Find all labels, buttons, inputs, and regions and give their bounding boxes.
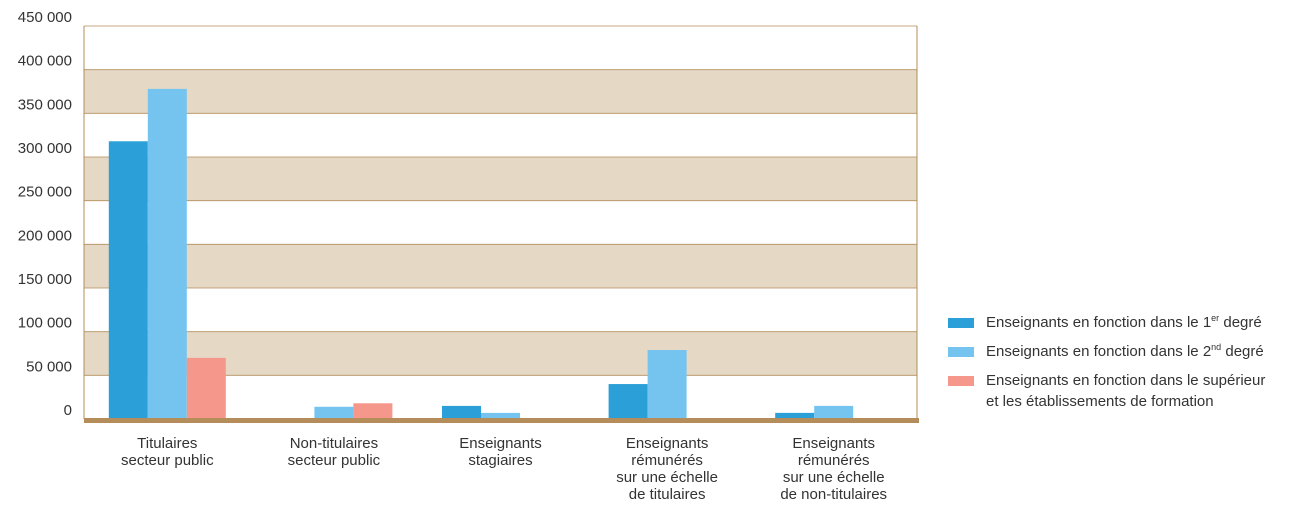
category-label: Titulaires secteur public bbox=[121, 435, 214, 469]
y-tick-label: 50 000 bbox=[26, 358, 72, 375]
legend-swatch-2nd-degre bbox=[948, 347, 974, 357]
category-label: Enseignants rémunérés sur une échelle de no… bbox=[780, 435, 887, 503]
y-tick-label: 200 000 bbox=[18, 227, 72, 244]
grid-band bbox=[84, 113, 917, 157]
bar bbox=[186, 357, 226, 419]
y-tick-label: 0 bbox=[64, 402, 72, 419]
legend-item-1er-degre: Enseignants en fonction dans le 1er degr… bbox=[948, 312, 1308, 333]
category-label-line: Titulaires bbox=[137, 435, 197, 452]
category-label-line: Enseignants bbox=[459, 435, 542, 452]
grid-band bbox=[84, 69, 917, 114]
y-tick-label: 400 000 bbox=[18, 53, 72, 70]
category-label-line: Enseignants bbox=[792, 435, 875, 452]
bar bbox=[314, 406, 354, 419]
legend-item-superieur: Enseignants en fonction dans le supérieu… bbox=[948, 370, 1308, 412]
bar bbox=[608, 384, 648, 419]
category-label-line: Enseignants bbox=[626, 435, 709, 452]
bar bbox=[147, 88, 187, 419]
category-label-line: de non-titulaires bbox=[780, 486, 887, 503]
category-label-line: secteur public bbox=[288, 452, 381, 469]
legend-label-1er-degre: Enseignants en fonction dans le 1er degr… bbox=[986, 313, 1262, 332]
bar-chart: 0 50 000 100 000 150 000 200 000 250 000 300 0… bbox=[18, 9, 919, 503]
category-label-line: rémunérés bbox=[631, 452, 703, 469]
bar bbox=[814, 405, 854, 419]
category-label-line: secteur public bbox=[121, 452, 214, 469]
bar bbox=[108, 141, 148, 419]
category-label: Non-titulaires secteur public bbox=[288, 435, 381, 469]
bar bbox=[353, 403, 393, 419]
y-tick-label: 150 000 bbox=[18, 271, 72, 288]
y-tick-label: 300 000 bbox=[18, 140, 72, 157]
grid-band bbox=[84, 244, 917, 288]
legend-swatch-1er-degre bbox=[948, 318, 974, 328]
grid-band bbox=[84, 288, 917, 332]
grid-band bbox=[84, 200, 917, 245]
legend-label-superieur: Enseignants en fonction dans le supérieu… bbox=[986, 372, 1266, 410]
legend-item-2nd-degre: Enseignants en fonction dans le 2nd degr… bbox=[948, 341, 1308, 362]
legend-label-2nd-degre: Enseignants en fonction dans le 2nd degr… bbox=[986, 342, 1264, 361]
x-axis-baseline bbox=[84, 418, 919, 423]
bar bbox=[647, 350, 687, 419]
legend: Enseignants en fonction dans le 1er degr… bbox=[948, 312, 1308, 420]
grid-band bbox=[84, 26, 917, 70]
y-tick-labels: 0 50 000 100 000 150 000 200 000 250 000 300 0… bbox=[18, 9, 72, 419]
axes-group bbox=[83, 26, 919, 423]
category-label-line: sur une échelle bbox=[616, 469, 718, 486]
grid-band bbox=[84, 157, 917, 201]
y-tick-label: 450 000 bbox=[18, 9, 72, 26]
category-label: Enseignants rémunérés sur une échelle de ti… bbox=[616, 435, 718, 503]
category-label-line: stagiaires bbox=[468, 452, 532, 469]
category-label-line: Non-titulaires bbox=[290, 435, 378, 452]
category-label-line: rémunérés bbox=[798, 452, 870, 469]
bar bbox=[442, 405, 481, 419]
background-bands bbox=[84, 25, 917, 420]
bars-group bbox=[108, 88, 854, 419]
category-label-line: sur une échelle bbox=[783, 469, 885, 486]
y-tick-label: 100 000 bbox=[18, 315, 72, 332]
bar bbox=[481, 412, 520, 419]
y-tick-label: 250 000 bbox=[18, 184, 72, 201]
category-label: Enseignants stagiaires bbox=[459, 435, 542, 469]
category-label-line: de titulaires bbox=[629, 486, 706, 503]
bar bbox=[775, 412, 815, 419]
y-tick-label: 350 000 bbox=[18, 96, 72, 113]
legend-swatch-superieur bbox=[948, 376, 974, 386]
